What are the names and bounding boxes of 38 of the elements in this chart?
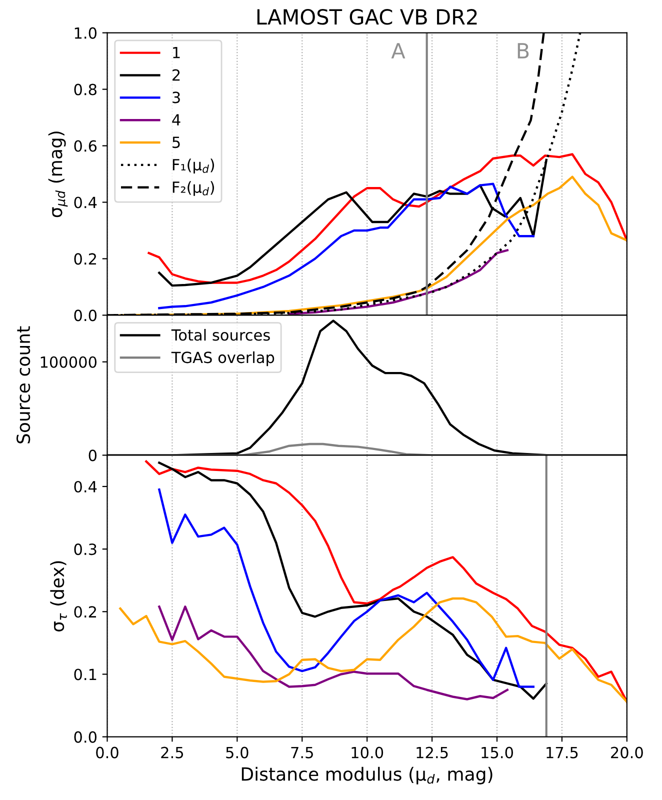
y-tick-label: 0.4 — [74, 480, 97, 493]
legend-label: Total sources — [171, 328, 270, 341]
legend-label: F₂(μ$_{d}$) — [172, 181, 214, 196]
x-tick-label: 10.0 — [352, 746, 384, 758]
legend-label: 1 — [173, 47, 180, 58]
y-tick-label: 1.0 — [74, 27, 97, 39]
y-axis-title: σ$_{μd}$ (mag) — [48, 132, 68, 218]
legend-label: 4 — [172, 114, 180, 126]
x-tick-label: 0.0 — [96, 746, 118, 758]
x-tick-label: 15.0 — [482, 746, 513, 758]
chart-title: LAMOST GAC VB DR2 — [257, 9, 477, 25]
y-tick-label: 0.0 — [74, 731, 97, 743]
y-tick-label: 0.0 — [74, 310, 97, 322]
y-tick-label: 0.3 — [74, 544, 96, 556]
legend-label: TGAS overlap — [171, 351, 274, 366]
x-tick-label: 20.0 — [611, 746, 643, 758]
y-tick-label: 0.4 — [74, 196, 97, 208]
legend-label: 5 — [172, 136, 180, 148]
annotation: A — [391, 43, 406, 58]
legend-label: 2 — [172, 69, 180, 81]
x-axis-title: Distance modulus (μ$_{d}$, mag) — [242, 766, 492, 784]
y-tick-label: 100000 — [40, 356, 97, 368]
y-tick-label: 0.8 — [74, 84, 96, 96]
y-tick-label: 0.1 — [74, 668, 96, 680]
y-axis-title: Source count — [16, 326, 30, 444]
y-tick-label: 0.2 — [74, 253, 96, 265]
y-tick-label: 0.2 — [74, 606, 96, 618]
legend-label: F₁(μ$_{d}$) — [172, 158, 214, 174]
x-tick-label: 5.0 — [226, 746, 248, 758]
y-axis-title: σ$_{τ}$ (dex) — [50, 561, 67, 632]
x-tick-label: 7.5 — [291, 746, 313, 758]
annotation: B — [518, 43, 529, 58]
x-tick-label: 12.5 — [416, 746, 448, 758]
legend-label: 3 — [172, 92, 180, 104]
x-tick-label: 17.5 — [546, 746, 578, 758]
y-tick-label: 0.6 — [74, 140, 97, 152]
x-tick-label: 2.5 — [161, 746, 184, 758]
y-tick-label: 0 — [88, 450, 97, 462]
